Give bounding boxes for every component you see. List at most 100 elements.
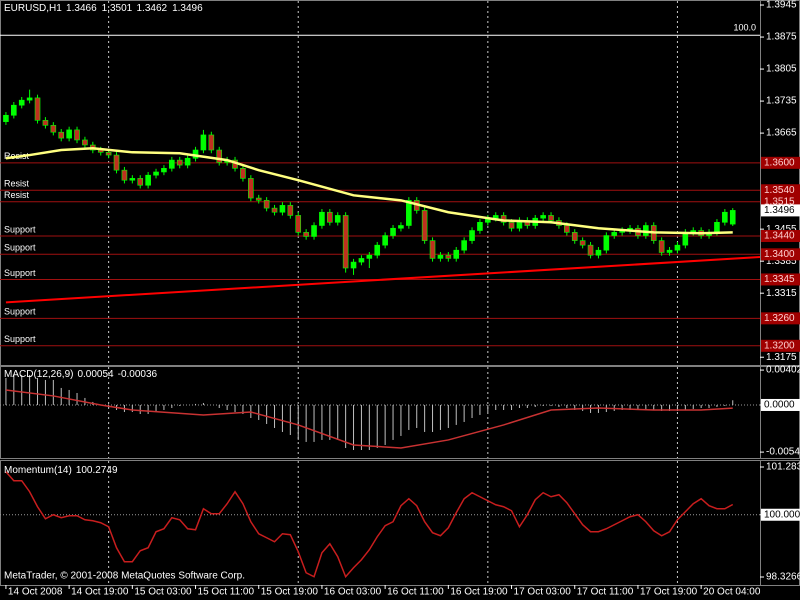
sr-level-name: Support: [4, 224, 36, 234]
level-box: [761, 398, 800, 411]
x-tick-label: 16 Oct 19:00: [450, 587, 508, 598]
candle-body: [105, 152, 112, 156]
level-box: [761, 508, 800, 521]
candle-body: [137, 178, 144, 186]
candle-body: [508, 221, 515, 229]
x-tick-label: 16 Oct 03:00: [324, 587, 382, 598]
level-price-box: [761, 156, 800, 169]
candle-body: [579, 240, 586, 246]
level-price-label: 1.3515: [764, 196, 795, 207]
candle-body: [303, 232, 309, 237]
candle-body: [714, 221, 720, 233]
fibo-label: 100.0: [733, 23, 756, 33]
candle-body: [34, 97, 41, 121]
candle-body: [3, 114, 9, 122]
y-tick-label: 0.0000: [764, 400, 795, 411]
x-tick-label: 17 Oct 11:00: [577, 587, 634, 598]
indicator-header: Momentum(14) 100.2749: [4, 465, 118, 476]
sr-level-name: Support: [4, 243, 36, 253]
candle-body: [334, 215, 341, 223]
x-tick-label: 17 Oct 03:00: [514, 587, 572, 598]
candle-body: [445, 254, 452, 259]
candle-body: [200, 134, 207, 151]
x-tick-label: 15 Oct 11:00: [198, 587, 255, 598]
candle-body: [161, 168, 167, 173]
candle-body: [429, 240, 436, 259]
momentum-value: 100.2749: [76, 465, 118, 476]
candle-body: [11, 104, 17, 116]
candle-body: [74, 129, 80, 141]
candle-body: [587, 244, 594, 256]
sr-level-name: Support: [4, 334, 36, 344]
candle-body: [366, 254, 373, 259]
candle-body: [184, 157, 191, 166]
trendline: [5, 256, 761, 304]
x-tick-label: 15 Oct 19:00: [261, 587, 319, 598]
candle-body: [279, 205, 286, 213]
candle-body: [674, 244, 681, 251]
sr-level-name: Resist: [4, 190, 30, 200]
indicator-title: Momentum(14): [4, 465, 72, 476]
x-tick-label: 15 Oct 03:00: [134, 587, 192, 598]
y-tick-label: 0.00402: [766, 365, 800, 376]
candle-body: [113, 154, 120, 171]
level-price-box: [761, 248, 800, 261]
level-price-box: [761, 312, 800, 325]
candle-body: [216, 149, 223, 163]
candle-body: [658, 240, 665, 253]
candle-body: [342, 215, 349, 269]
level-price-label: 1.3345: [764, 274, 795, 285]
y-tick-label: 1.3945: [766, 0, 797, 11]
candle-body: [176, 159, 183, 166]
candle-body: [42, 119, 49, 126]
candle-body: [327, 211, 333, 223]
candle-body: [406, 200, 412, 226]
level-price-label: 1.3400: [764, 249, 795, 260]
sr-level-name: Support: [4, 268, 36, 278]
candle-body: [311, 225, 317, 237]
candle-body: [82, 139, 88, 146]
signal-value: -0.00036: [118, 369, 158, 380]
x-tick-label: 20 Oct 04:00: [703, 587, 761, 598]
level-price-box: [761, 273, 800, 286]
x-tick-label: 17 Oct 19:00: [640, 587, 698, 598]
moving-average: [5, 146, 733, 235]
candle-body: [169, 159, 175, 169]
level-price-label: 1.3540: [764, 185, 795, 196]
candle-body: [263, 200, 270, 209]
x-tick-label: 16 Oct 11:00: [387, 587, 444, 598]
candle-body: [295, 215, 302, 233]
indicator-title: MACD(12,26,9): [4, 369, 73, 380]
y-tick-label: 1.3805: [766, 64, 797, 75]
candle-body: [319, 211, 325, 226]
candle-body: [611, 232, 618, 236]
candle-body: [145, 174, 151, 186]
candle-body: [240, 168, 246, 179]
header-low: 1.3462: [136, 3, 167, 14]
candle-body: [255, 197, 262, 201]
candle-body: [666, 249, 673, 253]
candle-body: [287, 205, 294, 216]
candle-body: [398, 225, 404, 229]
level-price-label: 1.3600: [764, 157, 795, 168]
macd-value: 0.00054: [77, 369, 114, 380]
candle-body: [603, 235, 610, 251]
candle-body: [540, 215, 546, 219]
candle-body: [548, 215, 554, 221]
candle-body: [271, 207, 278, 213]
candle-body: [461, 240, 467, 251]
candle-body: [477, 221, 483, 231]
y-tick-label: 1.3875: [766, 32, 797, 43]
level-price-box: [761, 184, 800, 197]
candle-body: [453, 249, 460, 259]
candle-body: [50, 125, 57, 133]
candle-body: [248, 178, 254, 199]
level-price-label: 1.3200: [764, 340, 795, 351]
candle-body: [595, 249, 602, 256]
y-tick-label: 1.3455: [766, 224, 797, 235]
header-high: 1.3501: [102, 3, 133, 14]
y-tick-label: 1.3175: [766, 352, 797, 363]
